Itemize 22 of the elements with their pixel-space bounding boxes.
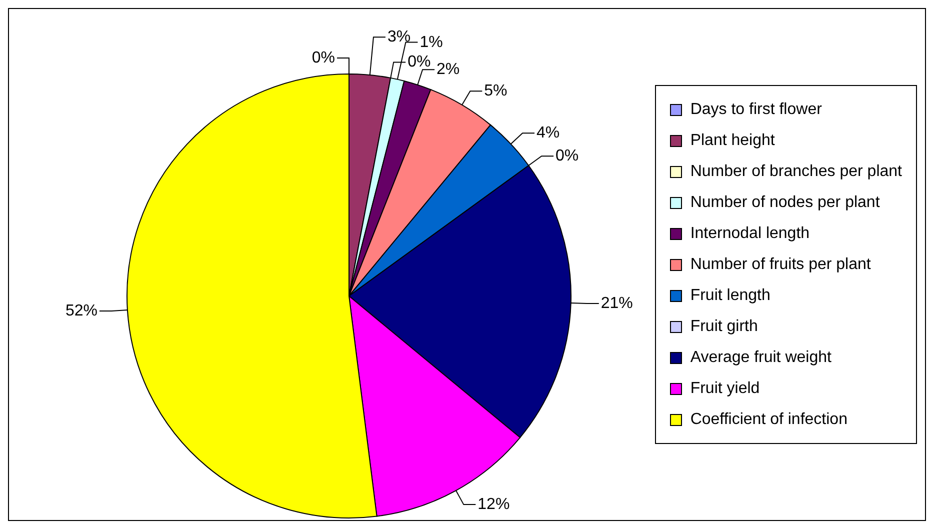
data-label: 21% — [600, 294, 633, 312]
data-label: 5% — [484, 82, 508, 100]
legend-label: Number of fruits per plant — [690, 256, 871, 274]
data-label: 4% — [536, 124, 560, 142]
legend-label: Average fruit weight — [690, 348, 832, 366]
text: 0% — [312, 50, 335, 66]
data-label: 1% — [420, 34, 443, 51]
legend-label: Coefficient of infection — [690, 410, 848, 428]
data-label: 2% — [436, 61, 460, 78]
legend-label: Plant height — [690, 132, 775, 150]
legend-label: Days to first flower — [690, 100, 822, 118]
data-label: 52% — [65, 302, 98, 320]
text: 0% — [556, 148, 579, 165]
legend-label: Fruit girth — [690, 318, 758, 336]
legend-label: Number of branches per plant — [690, 162, 902, 180]
text: 0% — [408, 54, 431, 71]
legend-label: Fruit length — [690, 286, 770, 304]
legend-label: Fruit yield — [690, 380, 760, 398]
legend-label: Internodal length — [690, 224, 810, 242]
data-label: 3% — [387, 28, 411, 46]
data-label: 12% — [478, 496, 510, 514]
legend-label: Number of nodes per plant — [690, 194, 880, 212]
